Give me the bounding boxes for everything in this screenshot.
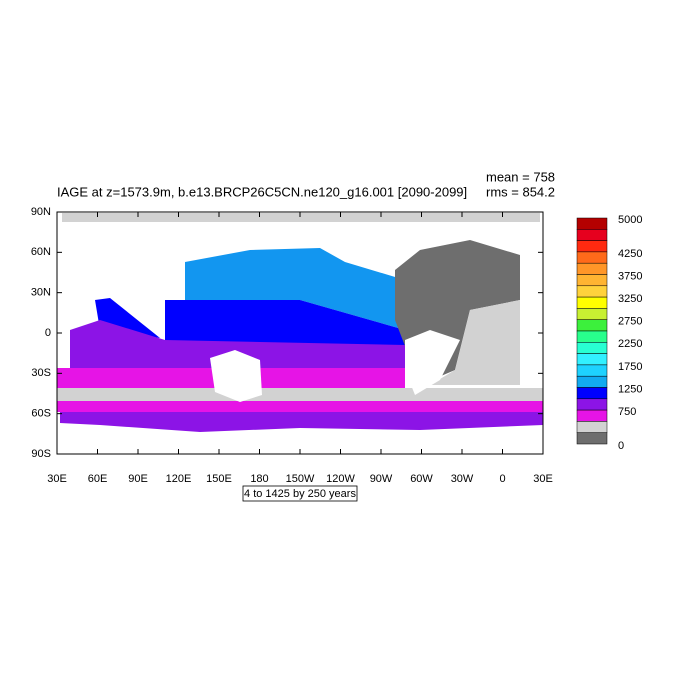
lon-label: 60E (88, 473, 108, 485)
lat-label: 0 (45, 327, 51, 339)
colorbar-box (576, 432, 608, 445)
colorbar-label: 1750 (618, 361, 642, 373)
lon-label: 120W (326, 473, 355, 485)
lat-label: 30S (31, 367, 51, 379)
colorbar-box (576, 285, 608, 298)
colorbar-box (576, 240, 608, 253)
colorbar-box (576, 375, 608, 388)
colorbar-box (576, 353, 608, 366)
title: IAGE at z=1573.9m, b.e13.BRCP26C5CN.ne12… (57, 184, 467, 199)
south-america (405, 330, 460, 395)
colorbar-box (576, 319, 608, 332)
atlantic-south (430, 300, 520, 385)
southern-purple (60, 412, 543, 432)
southern-magenta (57, 401, 543, 412)
lon-label: 30W (451, 473, 474, 485)
lat-label: 90N (31, 206, 51, 218)
lon-label: 60W (410, 473, 433, 485)
pacific-blue (165, 300, 405, 345)
colorbar-box (576, 364, 608, 377)
southern-grey (57, 388, 543, 401)
colorbar-label: 2750 (618, 316, 642, 328)
lon-label: 90E (128, 473, 148, 485)
colorbar-label: 0 (618, 440, 624, 452)
colorbar-box (576, 398, 608, 411)
colorbar-box (576, 342, 608, 354)
lon-label: 120E (166, 473, 192, 485)
colorbar-label: 2250 (618, 338, 642, 350)
arctic (62, 213, 540, 222)
mean: mean = 758 (486, 169, 555, 184)
colorbar-label: 3250 (618, 293, 642, 305)
colorbar-box (576, 296, 608, 309)
lat-label: 90S (31, 448, 51, 460)
purple-band (70, 320, 405, 368)
colorbar-box (576, 251, 608, 264)
australia (210, 350, 262, 402)
footer-box (242, 485, 358, 502)
map-fields (57, 213, 543, 432)
colorbar-box (576, 330, 608, 343)
lon-label: 150E (206, 473, 232, 485)
lon-label: 30E (533, 473, 553, 485)
colorbar-box (576, 229, 608, 241)
colorbar-box (576, 409, 608, 422)
colorbar-label: 1250 (618, 383, 642, 395)
lon-label: 150W (286, 473, 315, 485)
lat-label: 30N (31, 287, 51, 299)
lat-label: 60N (31, 246, 51, 258)
lon-label: 90W (370, 473, 393, 485)
colorbar-label: 4250 (618, 248, 642, 260)
colorbar-label: 750 (618, 406, 636, 418)
colorbar-label: 5000 (618, 214, 642, 226)
lon-label: 0 (499, 473, 505, 485)
pacific-upper (185, 248, 405, 330)
footer: 4 to 1425 by 250 years (244, 488, 356, 500)
colorbar-box (576, 217, 608, 230)
colorbar-label: 3750 (618, 270, 642, 282)
lon-label: 30E (47, 473, 67, 485)
rms: rms = 854.2 (486, 184, 555, 199)
colorbar-box (576, 262, 608, 275)
colorbar-box (576, 421, 608, 433)
colorbar-box (576, 387, 608, 400)
colorbar-box (576, 308, 608, 320)
colorbar-box (576, 274, 608, 287)
lon-label: 180 (250, 473, 268, 485)
lat-label: 60S (31, 408, 51, 420)
